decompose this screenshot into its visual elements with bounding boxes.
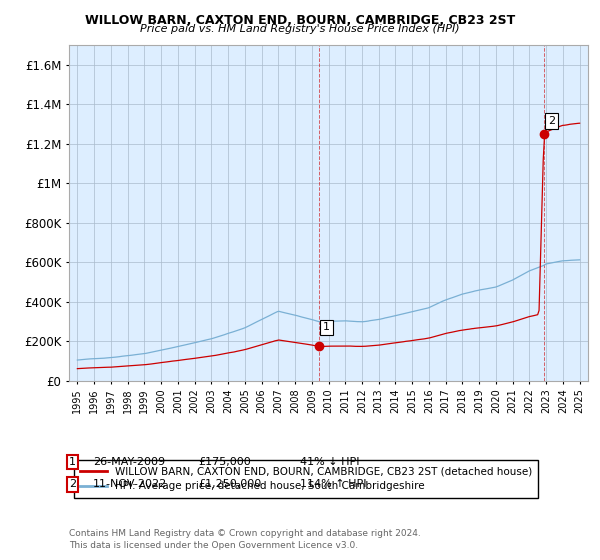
Text: 114% ↑ HPI: 114% ↑ HPI bbox=[300, 479, 367, 489]
Text: 26-MAY-2009: 26-MAY-2009 bbox=[93, 457, 165, 467]
Legend: WILLOW BARN, CAXTON END, BOURN, CAMBRIDGE, CB23 2ST (detached house), HPI: Avera: WILLOW BARN, CAXTON END, BOURN, CAMBRIDG… bbox=[74, 460, 538, 498]
Text: WILLOW BARN, CAXTON END, BOURN, CAMBRIDGE, CB23 2ST: WILLOW BARN, CAXTON END, BOURN, CAMBRIDG… bbox=[85, 14, 515, 27]
Text: 2: 2 bbox=[548, 116, 555, 126]
Text: Contains HM Land Registry data © Crown copyright and database right 2024.
This d: Contains HM Land Registry data © Crown c… bbox=[69, 529, 421, 550]
Text: 41% ↓ HPI: 41% ↓ HPI bbox=[300, 457, 359, 467]
Text: 1: 1 bbox=[69, 457, 76, 467]
Text: 11-NOV-2022: 11-NOV-2022 bbox=[93, 479, 167, 489]
Text: Price paid vs. HM Land Registry's House Price Index (HPI): Price paid vs. HM Land Registry's House … bbox=[140, 24, 460, 34]
Text: £1,250,000: £1,250,000 bbox=[198, 479, 261, 489]
Text: £175,000: £175,000 bbox=[198, 457, 251, 467]
Text: 1: 1 bbox=[323, 323, 330, 333]
Text: 2: 2 bbox=[69, 479, 76, 489]
